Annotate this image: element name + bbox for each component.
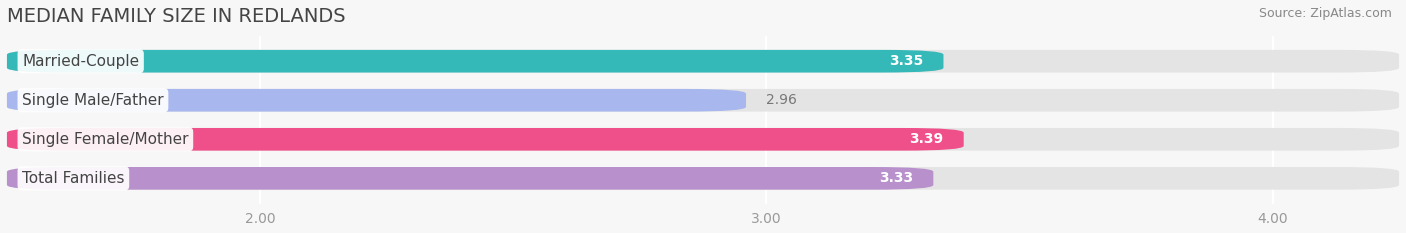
- Text: MEDIAN FAMILY SIZE IN REDLANDS: MEDIAN FAMILY SIZE IN REDLANDS: [7, 7, 346, 26]
- Text: Total Families: Total Families: [22, 171, 125, 186]
- FancyBboxPatch shape: [7, 128, 963, 151]
- Text: 2.96: 2.96: [766, 93, 797, 107]
- FancyBboxPatch shape: [7, 89, 1399, 112]
- Text: 3.35: 3.35: [889, 54, 924, 68]
- FancyBboxPatch shape: [7, 167, 934, 190]
- FancyBboxPatch shape: [7, 50, 1399, 72]
- Text: Single Male/Father: Single Male/Father: [22, 93, 163, 108]
- Text: Single Female/Mother: Single Female/Mother: [22, 132, 188, 147]
- FancyBboxPatch shape: [7, 128, 1399, 151]
- Text: 3.33: 3.33: [879, 171, 912, 185]
- Text: 3.39: 3.39: [910, 132, 943, 146]
- FancyBboxPatch shape: [7, 50, 943, 72]
- Text: Source: ZipAtlas.com: Source: ZipAtlas.com: [1258, 7, 1392, 20]
- FancyBboxPatch shape: [7, 167, 1399, 190]
- Text: Married-Couple: Married-Couple: [22, 54, 139, 69]
- FancyBboxPatch shape: [7, 89, 747, 112]
